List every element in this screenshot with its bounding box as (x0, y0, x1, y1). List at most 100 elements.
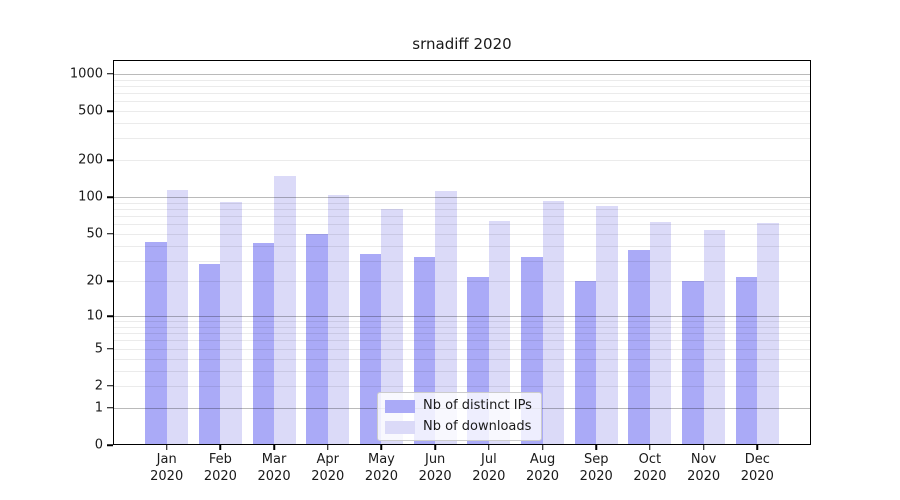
gridline-minor (113, 358, 811, 360)
bar-downloads-may (381, 208, 403, 445)
y-tick-mark-0 (107, 444, 113, 446)
y-tick-label-0: 0 (94, 437, 103, 453)
x-tick-label-oct: Oct 2020 (633, 452, 667, 484)
legend-label-downloads: Nb of downloads (423, 419, 532, 434)
gridline-minor (113, 138, 811, 140)
gridline-minor (113, 111, 811, 113)
legend: Nb of distinct IPs Nb of downloads (377, 392, 542, 441)
gridline-minor (113, 160, 811, 162)
x-tick-label-sep: Sep 2020 (579, 452, 613, 484)
y-tick-label-10: 10 (86, 308, 103, 324)
x-tick-label-dec: Dec 2020 (740, 452, 774, 484)
bar-downloads-feb (220, 202, 242, 445)
x-tick-label-nov: Nov 2020 (687, 452, 721, 484)
gridline-minor (113, 224, 811, 226)
bar-downloads-nov (703, 229, 726, 445)
gridline-minor (113, 101, 811, 103)
x-tick-label-jun: Jun 2020 (418, 452, 452, 484)
bar-downloads-jun (435, 191, 457, 445)
legend-swatch-downloads (385, 420, 415, 434)
x-tick-mark-jun (434, 445, 436, 450)
x-tick-mark-dec (756, 445, 759, 450)
bar-distinct-ips-jan (145, 241, 167, 445)
x-tick-mark-aug (541, 445, 544, 450)
gridline-minor (113, 123, 811, 125)
legend-row-distinct-ips: Nb of distinct IPs (385, 398, 532, 414)
gridline-major (113, 197, 811, 199)
gridline-minor (113, 233, 811, 235)
bar-distinct-ips-may (359, 254, 382, 445)
gridline-minor (113, 281, 811, 283)
bar-distinct-ips-nov (682, 281, 704, 445)
x-tick-mark-sep (595, 445, 597, 450)
y-tick-label-1: 1 (94, 400, 103, 416)
bar-downloads-apr (327, 194, 350, 445)
gridline-minor (113, 260, 811, 262)
bar-distinct-ips-feb (198, 264, 221, 445)
legend-label-distinct-ips: Nb of distinct IPs (423, 398, 532, 413)
gridline-minor (113, 326, 811, 328)
gridline-minor (113, 348, 811, 350)
x-tick-mark-feb (219, 445, 222, 450)
y-tick-mark-1000 (107, 73, 113, 75)
x-tick-label-mar: Mar 2020 (257, 452, 291, 484)
y-tick-mark-50 (107, 233, 113, 235)
y-tick-mark-5 (107, 348, 113, 350)
bar-distinct-ips-dec (735, 276, 758, 445)
x-tick-mark-mar (273, 445, 275, 450)
y-tick-mark-20 (107, 280, 113, 283)
x-tick-label-jan: Jan 2020 (150, 452, 184, 484)
gridline-minor (113, 216, 811, 218)
gridline-major (113, 316, 811, 318)
x-tick-mark-apr (327, 445, 329, 450)
gridline-minor (113, 202, 811, 204)
gridline-minor (113, 321, 811, 323)
x-tick-label-jul: Jul 2020 (472, 452, 506, 484)
x-tick-label-aug: Aug 2020 (525, 452, 560, 484)
y-tick-mark-200 (107, 159, 113, 161)
gridline-major (113, 73, 811, 75)
bar-distinct-ips-mar (252, 242, 275, 445)
gridline-minor (113, 85, 811, 87)
legend-row-downloads: Nb of downloads (385, 419, 532, 435)
bar-downloads-jan (166, 189, 189, 445)
bar-downloads-oct (649, 222, 672, 445)
plot-area (113, 60, 811, 445)
bar-distinct-ips-sep (574, 281, 597, 445)
y-tick-label-20: 20 (86, 273, 103, 289)
x-tick-mark-jul (488, 445, 490, 450)
y-tick-label-1000: 1000 (69, 66, 103, 82)
chart-title: srnadiff 2020 (412, 35, 512, 53)
bar-downloads-sep (596, 205, 618, 445)
gridline-minor (113, 370, 811, 372)
x-tick-mark-jan (165, 445, 168, 450)
y-tick-mark-2 (107, 385, 113, 387)
x-tick-mark-may (380, 445, 383, 450)
y-tick-label-50: 50 (86, 226, 103, 242)
x-tick-label-apr: Apr 2020 (311, 452, 345, 484)
x-tick-label-may: May 2020 (364, 452, 398, 484)
y-tick-label-2: 2 (94, 378, 103, 394)
bar-downloads-jul (488, 220, 511, 445)
bar-distinct-ips-oct (628, 249, 650, 445)
y-tick-mark-100 (107, 196, 113, 198)
y-tick-label-100: 100 (78, 189, 103, 205)
gridline-minor (113, 208, 811, 210)
y-tick-label-500: 500 (78, 103, 103, 119)
gridline-minor (113, 93, 811, 95)
legend-swatch-distinct-ips (385, 399, 415, 413)
bar-distinct-ips-apr (306, 233, 328, 445)
gridline-minor (113, 333, 811, 335)
x-tick-mark-nov (702, 445, 705, 450)
bar-downloads-dec (757, 223, 779, 445)
bar-downloads-mar (274, 175, 296, 445)
y-tick-label-5: 5 (94, 341, 103, 357)
y-tick-mark-1 (107, 407, 113, 409)
y-tick-mark-500 (107, 110, 113, 112)
gridline-minor (113, 340, 811, 342)
gridline-minor (113, 385, 811, 387)
gridline-minor (113, 79, 811, 81)
x-tick-mark-oct (649, 445, 651, 450)
y-tick-label-200: 200 (78, 152, 103, 168)
